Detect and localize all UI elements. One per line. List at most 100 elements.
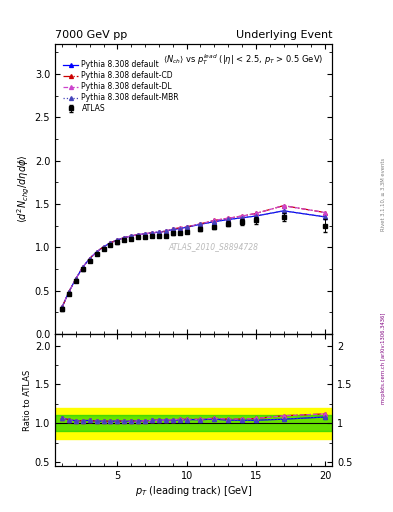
Line: Pythia 8.308 default: Pythia 8.308 default bbox=[60, 209, 327, 309]
Pythia 8.308 default bbox=[226, 217, 231, 223]
Pythia 8.308 default bbox=[115, 237, 120, 243]
Pythia 8.308 default-MBR bbox=[101, 244, 106, 250]
Pythia 8.308 default-DL bbox=[177, 225, 182, 231]
Pythia 8.308 default bbox=[171, 226, 175, 232]
Legend: Pythia 8.308 default, Pythia 8.308 default-CD, Pythia 8.308 default-DL, Pythia 8: Pythia 8.308 default, Pythia 8.308 defau… bbox=[62, 59, 181, 115]
Pythia 8.308 default-DL bbox=[136, 231, 141, 238]
Pythia 8.308 default-DL bbox=[73, 276, 78, 282]
Pythia 8.308 default bbox=[212, 219, 217, 225]
Pythia 8.308 default-DL bbox=[198, 221, 203, 227]
Pythia 8.308 default-DL bbox=[212, 217, 217, 223]
Pythia 8.308 default-CD bbox=[156, 229, 161, 235]
Pythia 8.308 default-DL bbox=[115, 237, 120, 243]
Pythia 8.308 default-MBR bbox=[66, 289, 71, 295]
Pythia 8.308 default-CD bbox=[73, 276, 78, 282]
Pythia 8.308 default-CD bbox=[115, 237, 120, 243]
Pythia 8.308 default-MBR bbox=[253, 213, 258, 219]
Y-axis label: $\langle d^2 N_{chg}/d\eta d\phi \rangle$: $\langle d^2 N_{chg}/d\eta d\phi \rangle… bbox=[16, 155, 32, 223]
Bar bbox=[55, 408, 332, 439]
Pythia 8.308 default-MBR bbox=[177, 225, 182, 231]
Pythia 8.308 default-MBR bbox=[240, 215, 244, 221]
Pythia 8.308 default-MBR bbox=[108, 240, 113, 246]
Text: ATLAS_2010_S8894728: ATLAS_2010_S8894728 bbox=[168, 242, 258, 251]
Line: Pythia 8.308 default-MBR: Pythia 8.308 default-MBR bbox=[60, 209, 327, 309]
Pythia 8.308 default-CD bbox=[150, 230, 154, 236]
Pythia 8.308 default-DL bbox=[129, 233, 134, 239]
Pythia 8.308 default-CD bbox=[81, 264, 85, 270]
Pythia 8.308 default bbox=[60, 305, 64, 311]
Pythia 8.308 default-MBR bbox=[150, 230, 154, 236]
Pythia 8.308 default-MBR bbox=[323, 214, 327, 220]
Pythia 8.308 default-MBR bbox=[156, 229, 161, 235]
Pythia 8.308 default-MBR bbox=[73, 276, 78, 282]
Pythia 8.308 default-MBR bbox=[171, 226, 175, 232]
Pythia 8.308 default bbox=[101, 244, 106, 250]
Pythia 8.308 default-DL bbox=[87, 255, 92, 262]
Pythia 8.308 default-MBR bbox=[115, 237, 120, 243]
Pythia 8.308 default bbox=[240, 215, 244, 221]
Pythia 8.308 default-CD bbox=[226, 215, 231, 221]
Pythia 8.308 default-DL bbox=[156, 229, 161, 235]
Pythia 8.308 default-MBR bbox=[143, 231, 147, 237]
Pythia 8.308 default-CD bbox=[108, 240, 113, 246]
Text: mcplots.cern.ch [arXiv:1306.3436]: mcplots.cern.ch [arXiv:1306.3436] bbox=[381, 313, 386, 404]
Pythia 8.308 default-MBR bbox=[60, 305, 64, 311]
Pythia 8.308 default-DL bbox=[171, 226, 175, 232]
Pythia 8.308 default bbox=[150, 230, 154, 236]
Pythia 8.308 default bbox=[323, 214, 327, 220]
Pythia 8.308 default-DL bbox=[323, 209, 327, 216]
Pythia 8.308 default-CD bbox=[177, 225, 182, 231]
Pythia 8.308 default-MBR bbox=[184, 224, 189, 230]
Pythia 8.308 default-MBR bbox=[87, 255, 92, 262]
Pythia 8.308 default-CD bbox=[136, 231, 141, 238]
Pythia 8.308 default-DL bbox=[226, 215, 231, 221]
Pythia 8.308 default bbox=[198, 221, 203, 227]
Pythia 8.308 default-DL bbox=[163, 228, 168, 234]
Pythia 8.308 default-CD bbox=[212, 217, 217, 223]
Pythia 8.308 default-DL bbox=[60, 305, 64, 311]
Pythia 8.308 default bbox=[87, 255, 92, 262]
Pythia 8.308 default-CD bbox=[163, 228, 168, 234]
Pythia 8.308 default-DL bbox=[81, 264, 85, 270]
X-axis label: $p_T$ (leading track) [GeV]: $p_T$ (leading track) [GeV] bbox=[135, 483, 252, 498]
Pythia 8.308 default-CD bbox=[60, 305, 64, 311]
Pythia 8.308 default bbox=[184, 224, 189, 230]
Text: Rivet 3.1.10, ≥ 3.3M events: Rivet 3.1.10, ≥ 3.3M events bbox=[381, 158, 386, 231]
Pythia 8.308 default-DL bbox=[108, 240, 113, 246]
Pythia 8.308 default bbox=[66, 289, 71, 295]
Pythia 8.308 default-CD bbox=[87, 255, 92, 262]
Pythia 8.308 default-MBR bbox=[212, 219, 217, 225]
Pythia 8.308 default-CD bbox=[101, 244, 106, 250]
Pythia 8.308 default bbox=[73, 276, 78, 282]
Pythia 8.308 default-MBR bbox=[136, 231, 141, 238]
Pythia 8.308 default-CD bbox=[253, 210, 258, 217]
Pythia 8.308 default-MBR bbox=[226, 217, 231, 223]
Pythia 8.308 default-CD bbox=[323, 209, 327, 216]
Pythia 8.308 default-DL bbox=[122, 234, 127, 241]
Pythia 8.308 default-DL bbox=[281, 203, 286, 209]
Pythia 8.308 default bbox=[253, 213, 258, 219]
Pythia 8.308 default-DL bbox=[240, 213, 244, 219]
Line: Pythia 8.308 default-CD: Pythia 8.308 default-CD bbox=[60, 204, 327, 309]
Pythia 8.308 default bbox=[163, 228, 168, 234]
Pythia 8.308 default-CD bbox=[122, 234, 127, 241]
Pythia 8.308 default-DL bbox=[184, 224, 189, 230]
Pythia 8.308 default-DL bbox=[143, 231, 147, 237]
Pythia 8.308 default-MBR bbox=[163, 228, 168, 234]
Pythia 8.308 default bbox=[94, 249, 99, 255]
Pythia 8.308 default bbox=[156, 229, 161, 235]
Pythia 8.308 default-MBR bbox=[81, 264, 85, 270]
Pythia 8.308 default-CD bbox=[184, 224, 189, 230]
Pythia 8.308 default-DL bbox=[253, 210, 258, 217]
Pythia 8.308 default bbox=[143, 231, 147, 237]
Pythia 8.308 default-MBR bbox=[122, 234, 127, 241]
Pythia 8.308 default-MBR bbox=[198, 221, 203, 227]
Pythia 8.308 default-DL bbox=[101, 244, 106, 250]
Pythia 8.308 default-MBR bbox=[281, 208, 286, 214]
Pythia 8.308 default-CD bbox=[129, 233, 134, 239]
Line: Pythia 8.308 default-DL: Pythia 8.308 default-DL bbox=[60, 204, 327, 309]
Pythia 8.308 default-CD bbox=[94, 249, 99, 255]
Text: Underlying Event: Underlying Event bbox=[235, 30, 332, 40]
Pythia 8.308 default bbox=[81, 264, 85, 270]
Pythia 8.308 default-MBR bbox=[94, 249, 99, 255]
